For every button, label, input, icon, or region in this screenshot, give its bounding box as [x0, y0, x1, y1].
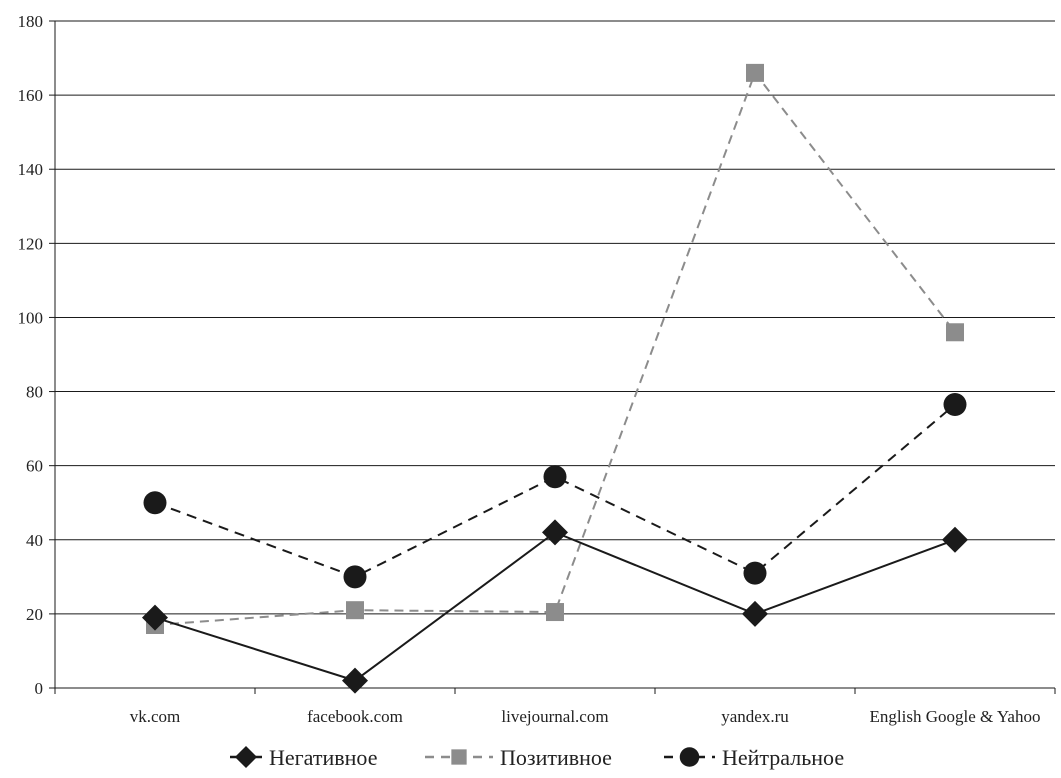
- series-diamond: [142, 519, 968, 694]
- x-tick-label: vk.com: [130, 707, 181, 726]
- legend-item-circle: Нейтральное: [664, 745, 844, 770]
- legend-item-square: Позитивное: [425, 745, 612, 770]
- x-tick-label: English Google & Yahoo: [870, 707, 1041, 726]
- data-point-circle: [743, 561, 767, 585]
- data-point-diamond: [342, 667, 368, 694]
- series-line-square: [154, 70, 956, 627]
- data-point-square: [546, 603, 564, 622]
- legend-label: Позитивное: [500, 745, 612, 770]
- data-point-circle: [943, 393, 967, 417]
- data-point-circle: [543, 465, 567, 489]
- legend-marker-circle: [679, 747, 700, 767]
- series-group: [142, 63, 968, 694]
- x-tick-label: livejournal.com: [501, 707, 608, 726]
- y-tick-label: 80: [26, 383, 43, 402]
- x-tick-label: yandex.ru: [721, 707, 789, 726]
- data-point-diamond: [142, 604, 168, 631]
- y-tick-label: 100: [18, 308, 44, 327]
- grid-lines: [55, 20, 1055, 615]
- legend: Негативное Позитивное Нейтральное: [230, 745, 844, 770]
- legend-item-diamond: Негативное: [230, 745, 377, 770]
- x-tick-label: facebook.com: [307, 707, 403, 726]
- x-axis-ticks: vk.com facebook.com livejournal.com yandex.…: [54, 688, 1056, 726]
- y-tick-label: 60: [26, 457, 43, 476]
- data-point-circle: [143, 491, 167, 515]
- series-circle: [143, 393, 967, 589]
- series-square: [146, 63, 964, 635]
- data-point-square: [746, 63, 764, 82]
- legend-marker-square: [451, 749, 467, 765]
- data-point-diamond: [942, 526, 968, 553]
- y-tick-label: 40: [26, 531, 43, 550]
- y-tick-label: 20: [26, 605, 43, 624]
- legend-label: Нейтральное: [722, 745, 844, 770]
- y-tick-label: 180: [18, 12, 44, 31]
- axes: [54, 21, 1055, 689]
- series-line-circle: [154, 403, 956, 578]
- data-point-square: [946, 323, 964, 342]
- y-tick-label: 140: [18, 160, 44, 179]
- legend-label: Негативное: [269, 745, 377, 770]
- y-axis-ticks: 0 20 40 60 80 100 120 140 160 180: [18, 12, 55, 698]
- data-point-diamond: [742, 600, 768, 627]
- y-tick-label: 0: [35, 679, 44, 698]
- data-point-circle: [343, 565, 367, 589]
- data-point-square: [346, 601, 364, 620]
- y-tick-label: 120: [18, 234, 44, 253]
- legend-marker-diamond: [234, 745, 258, 769]
- y-tick-label: 160: [18, 86, 44, 105]
- data-point-diamond: [542, 519, 568, 546]
